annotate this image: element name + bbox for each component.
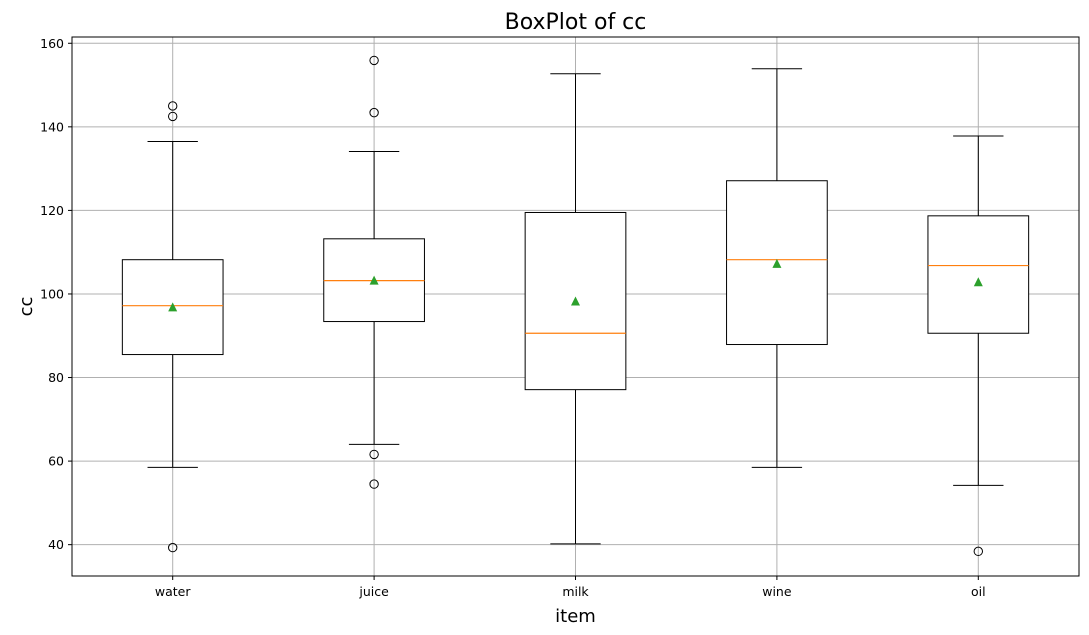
outlier-point (168, 101, 178, 111)
outlier-point (369, 107, 379, 118)
box-group-oil (927, 135, 1030, 557)
x-tick-label: wine (762, 584, 792, 599)
x-tick-label: water (155, 584, 191, 599)
outlier-point (168, 542, 178, 553)
y-tick-label: 120 (40, 203, 64, 218)
box-group-water (121, 101, 224, 553)
y-tick-label: 140 (40, 119, 64, 134)
y-tick-label: 100 (40, 286, 64, 301)
y-tick-label: 60 (48, 454, 64, 469)
chart-title: BoxPlot of cc (505, 10, 647, 35)
y-tick-label: 40 (48, 537, 64, 552)
axis-ticks: 40 60 80 100 120 140 160 water juice milk wine oil (40, 36, 985, 599)
iqr-box (927, 215, 1030, 334)
x-tick-label: juice (358, 584, 389, 599)
mean-marker (369, 275, 379, 285)
x-axis-label: item (555, 606, 596, 627)
mean-marker (973, 277, 983, 287)
outlier-point (973, 546, 983, 557)
mean-marker (772, 258, 782, 268)
mean-marker (571, 296, 580, 306)
outlier-point (168, 111, 178, 122)
outlier-point (369, 449, 379, 460)
y-axis-label: cc (16, 297, 37, 317)
iqr-box (726, 180, 828, 346)
outlier-point (369, 479, 379, 489)
box-group-milk (524, 73, 627, 545)
mean-marker (168, 302, 178, 312)
y-tick-label: 160 (40, 36, 64, 51)
outlier-point (369, 55, 379, 66)
box-group-wine (726, 68, 828, 468)
box-series (121, 55, 1030, 557)
box-group-juice (323, 55, 425, 489)
x-tick-label: milk (562, 584, 589, 599)
x-tick-label: oil (971, 584, 986, 599)
y-tick-label: 80 (48, 370, 64, 385)
